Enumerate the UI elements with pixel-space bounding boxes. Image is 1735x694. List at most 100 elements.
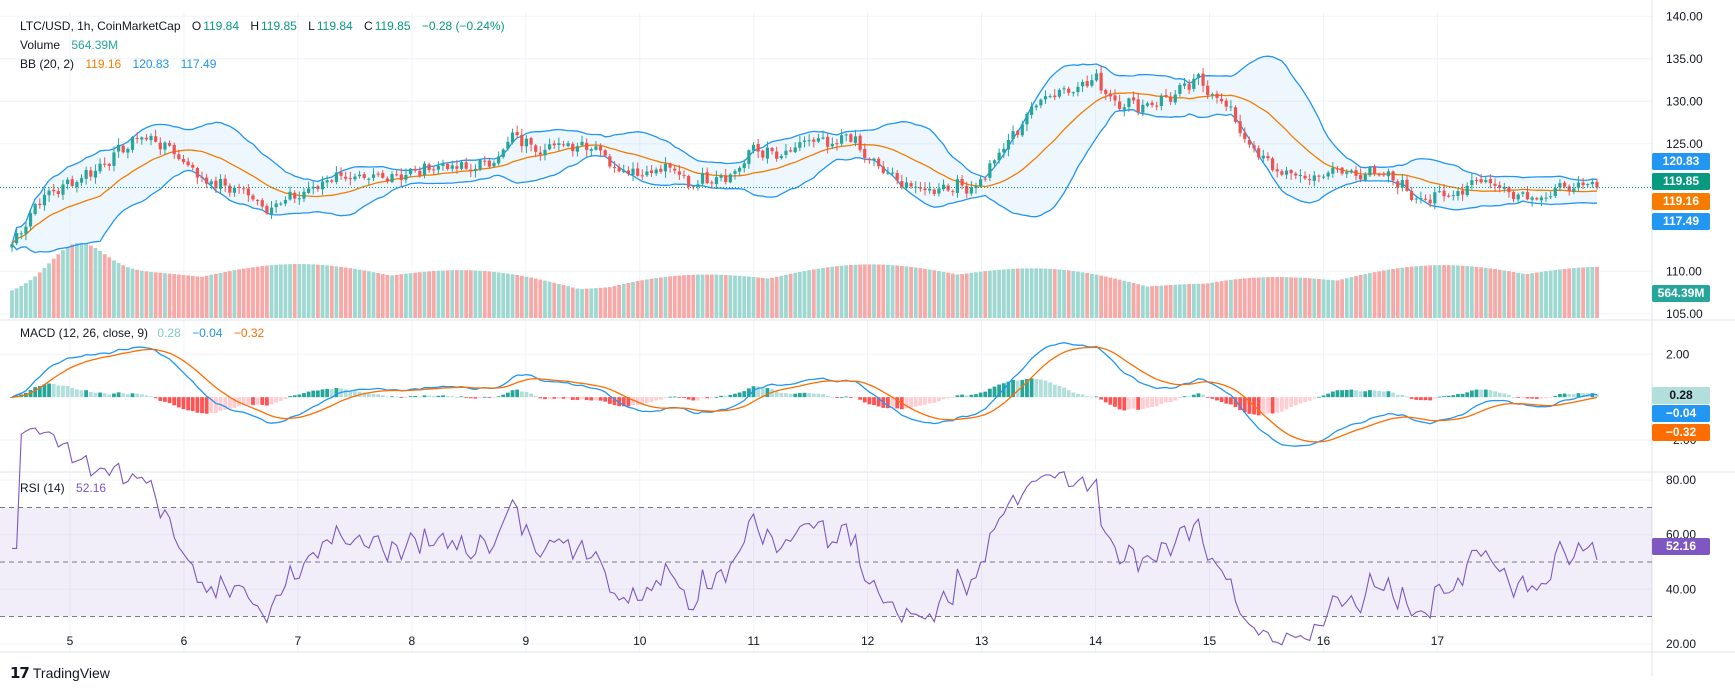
volume-bar (793, 272, 798, 318)
candle-body (1150, 102, 1154, 106)
macd-hist-bar (742, 391, 747, 398)
candle-body (1317, 175, 1321, 177)
candle-body (1206, 85, 1210, 96)
candle-body (399, 174, 403, 180)
volume-bar (1465, 266, 1470, 318)
candle-body (1372, 166, 1377, 174)
candle-body (1368, 167, 1372, 176)
macd-hist-bar (862, 397, 867, 403)
volume-bar (904, 266, 909, 318)
macd-hist-bar (904, 397, 909, 409)
macd-hist-bar (950, 397, 955, 398)
candle-body (1576, 182, 1581, 188)
macd-hist-bar (1266, 397, 1270, 414)
macd-hist-bar (1182, 396, 1187, 398)
macd-hist-bar (723, 396, 728, 398)
volume-bar (895, 265, 900, 318)
volume-bar (941, 271, 946, 318)
volume-bar (645, 279, 649, 318)
volume-bar (807, 270, 812, 318)
candle-body (756, 143, 760, 152)
volume-bar (1108, 277, 1113, 318)
candle-body (1479, 179, 1483, 183)
candle-body (1159, 95, 1163, 107)
candle-body (1039, 99, 1043, 106)
macd-hist-value: 0.28 (157, 326, 181, 340)
volume-bar (1446, 265, 1451, 318)
volume-bar (1469, 266, 1474, 318)
volume-bar (1205, 283, 1210, 318)
candle-body (265, 206, 269, 214)
candle-body (177, 154, 181, 160)
macd-hist-bar (654, 397, 659, 401)
macd-hist-bar (135, 393, 140, 398)
volume-bar (186, 275, 191, 318)
time-tick-label: 12 (861, 634, 875, 648)
candle-body (269, 207, 274, 214)
macd-hist-bar (1511, 397, 1516, 398)
macd-hist-bar (1006, 381, 1011, 398)
volume-bar (107, 257, 112, 318)
macd-hist-bar (816, 393, 821, 398)
candle-body (330, 180, 334, 182)
candle-body (103, 163, 107, 165)
volume-bar (1558, 269, 1562, 318)
macd-hist-bar (663, 397, 668, 398)
volume-bar (1219, 281, 1224, 318)
macd-hist-bar (1469, 390, 1474, 398)
candle-body (427, 164, 431, 171)
candle-body (548, 144, 552, 150)
candle-body (1034, 105, 1038, 108)
candle-body (1048, 96, 1052, 98)
macd-hist-bar (728, 394, 733, 398)
candle-body (195, 167, 199, 178)
volume-bar (1089, 273, 1094, 318)
volume-bar (492, 271, 496, 318)
last-price-badge: 119.85 (1652, 173, 1710, 190)
macd-hist-bar (1488, 390, 1493, 398)
candle-body (1460, 190, 1465, 195)
candle-body (1525, 192, 1530, 200)
candle-body (126, 148, 130, 153)
volume-bar (1015, 268, 1020, 318)
tradingview-logo[interactable]: 17 TradingView (10, 664, 110, 682)
volume-bar (1303, 277, 1307, 318)
volume-bar (598, 287, 603, 318)
macd-hist-bar (139, 394, 144, 398)
volume-bar (1252, 277, 1256, 318)
volume-bar (723, 275, 728, 318)
volume-bar (992, 270, 997, 318)
price-tick-label: 140.00 (1666, 9, 1703, 23)
macd-hist-bar (1312, 397, 1317, 399)
bb-basis-badge: 119.16 (1652, 193, 1710, 210)
macd-hist-bar (584, 397, 589, 401)
candle-body (1553, 188, 1557, 196)
macd-hist-bar (1293, 397, 1298, 406)
macd-signal-line (11, 346, 1598, 443)
volume-bar (890, 265, 895, 318)
candle-body (1118, 101, 1122, 109)
macd-hist-bar (1451, 395, 1456, 398)
volume-bar (556, 283, 561, 318)
volume-bar (232, 270, 237, 318)
volume-bar (756, 277, 761, 318)
macd-hist-bar (844, 396, 849, 398)
volume-bar (543, 280, 547, 318)
macd-hist-bar (1446, 395, 1451, 398)
volume-bar (1368, 273, 1372, 318)
volume-bar (1391, 268, 1395, 318)
macd-hist-bar (649, 397, 654, 403)
candle-body (663, 163, 668, 172)
macd-hist-bar (353, 391, 357, 398)
macd-hist-bar (978, 392, 983, 398)
candle-body (1080, 81, 1085, 87)
volume-bar (1340, 279, 1345, 318)
candle-body (450, 165, 454, 169)
macd-hist-bar (246, 397, 251, 405)
volume-bar (881, 264, 886, 318)
candle-body (1405, 179, 1409, 191)
macd-hist-bar (408, 396, 413, 398)
candle-body (56, 191, 60, 194)
volume-bar (112, 260, 116, 318)
volume-bar (1358, 275, 1363, 318)
